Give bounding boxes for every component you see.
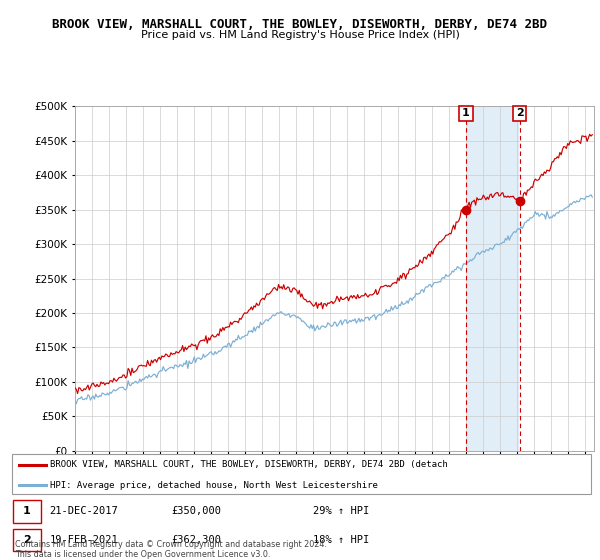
FancyBboxPatch shape bbox=[13, 500, 41, 523]
Text: £362,300: £362,300 bbox=[171, 535, 221, 545]
Text: 1: 1 bbox=[23, 506, 31, 516]
Text: 2: 2 bbox=[516, 108, 524, 118]
FancyBboxPatch shape bbox=[13, 529, 41, 551]
Text: 21-DEC-2017: 21-DEC-2017 bbox=[50, 506, 118, 516]
Text: £350,000: £350,000 bbox=[171, 506, 221, 516]
Text: BROOK VIEW, MARSHALL COURT, THE BOWLEY, DISEWORTH, DERBY, DE74 2BD: BROOK VIEW, MARSHALL COURT, THE BOWLEY, … bbox=[53, 18, 548, 31]
Text: Contains HM Land Registry data © Crown copyright and database right 2024.
This d: Contains HM Land Registry data © Crown c… bbox=[15, 540, 327, 559]
Text: BROOK VIEW, MARSHALL COURT, THE BOWLEY, DISEWORTH, DERBY, DE74 2BD (detach: BROOK VIEW, MARSHALL COURT, THE BOWLEY, … bbox=[50, 460, 448, 469]
Text: 19-FEB-2021: 19-FEB-2021 bbox=[50, 535, 118, 545]
Text: 1: 1 bbox=[462, 108, 470, 118]
Text: 2: 2 bbox=[23, 535, 31, 545]
Text: HPI: Average price, detached house, North West Leicestershire: HPI: Average price, detached house, Nort… bbox=[50, 480, 377, 489]
FancyBboxPatch shape bbox=[12, 454, 591, 494]
Text: 18% ↑ HPI: 18% ↑ HPI bbox=[313, 535, 370, 545]
Text: Price paid vs. HM Land Registry's House Price Index (HPI): Price paid vs. HM Land Registry's House … bbox=[140, 30, 460, 40]
Text: 29% ↑ HPI: 29% ↑ HPI bbox=[313, 506, 370, 516]
